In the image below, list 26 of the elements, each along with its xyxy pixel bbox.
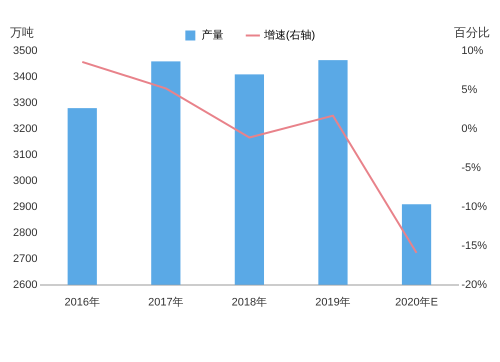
y-tick-label: 2600 [12,278,38,291]
y2-axis-title: 百分比 [454,25,490,40]
y-tick-label: 3300 [12,96,38,109]
y2-tick-label: -10% [461,200,488,213]
y-tick-label: 3500 [12,45,38,58]
x-tick-label: 2019年 [315,296,351,308]
y2-tick-label: 10% [461,45,484,58]
y-tick-label: 2800 [12,226,38,239]
x-tick-label: 2020年E [395,296,438,308]
legend-label: 增速(右轴) [262,28,316,42]
y-tick-label: 3000 [12,174,38,187]
y2-tick-label: -5% [461,162,482,174]
y2-tick-label: 5% [461,84,478,96]
y-tick-label: 3200 [12,122,38,135]
y2-tick-label: -15% [461,240,488,252]
y2-tick-label: -20% [461,278,488,291]
x-tick-label: 2018年 [232,296,268,308]
legend-label: 产量 [201,28,224,42]
y-tick-label: 2700 [12,252,38,265]
y-axis-title: 万吨 [10,25,34,40]
y-tick-label: 3400 [12,71,38,84]
y-tick-label: 2900 [12,200,38,213]
x-tick-label: 2017年 [148,296,184,308]
x-tick-label: 2016年 [64,296,100,308]
y2-tick-label: 0% [461,122,478,135]
y-tick-label: 3100 [12,148,38,161]
